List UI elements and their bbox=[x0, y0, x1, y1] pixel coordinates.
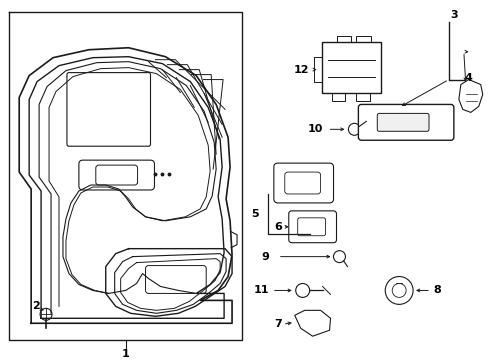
FancyBboxPatch shape bbox=[145, 266, 206, 293]
FancyBboxPatch shape bbox=[273, 163, 333, 203]
Text: 6: 6 bbox=[273, 222, 281, 232]
Text: 11: 11 bbox=[254, 285, 269, 296]
Text: 2: 2 bbox=[32, 301, 40, 311]
Text: 5: 5 bbox=[251, 209, 258, 219]
FancyBboxPatch shape bbox=[96, 165, 137, 185]
FancyBboxPatch shape bbox=[288, 211, 336, 243]
Text: 4: 4 bbox=[464, 73, 472, 82]
Text: 9: 9 bbox=[261, 252, 268, 262]
Text: 8: 8 bbox=[432, 285, 440, 296]
FancyBboxPatch shape bbox=[297, 218, 325, 236]
Text: 10: 10 bbox=[307, 124, 323, 134]
FancyBboxPatch shape bbox=[377, 113, 428, 131]
FancyBboxPatch shape bbox=[321, 42, 381, 94]
Text: 3: 3 bbox=[449, 10, 457, 20]
FancyBboxPatch shape bbox=[79, 160, 154, 190]
FancyBboxPatch shape bbox=[284, 172, 320, 194]
FancyBboxPatch shape bbox=[358, 104, 453, 140]
FancyBboxPatch shape bbox=[67, 73, 150, 146]
Text: 7: 7 bbox=[273, 319, 281, 329]
Text: 12: 12 bbox=[293, 65, 309, 75]
Text: 1: 1 bbox=[122, 349, 129, 359]
